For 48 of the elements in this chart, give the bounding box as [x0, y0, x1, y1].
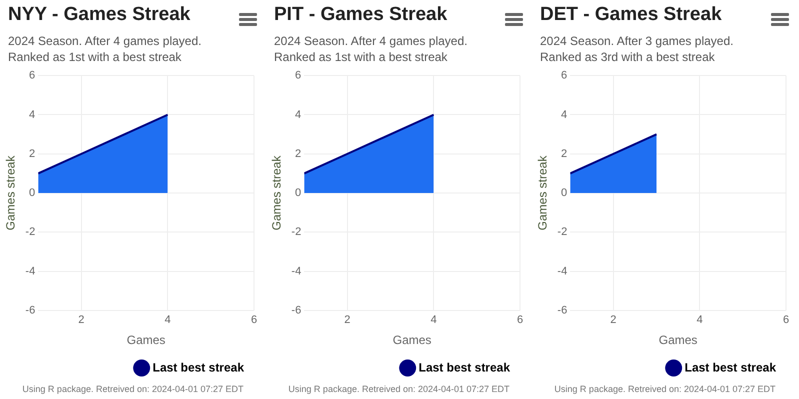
legend-label: Last best streak — [684, 360, 776, 374]
y-tick-label: -4 — [557, 265, 568, 278]
x-tick-label: 6 — [782, 314, 790, 326]
y-tick-label: 0 — [29, 187, 36, 200]
x-axis-title: Games — [126, 333, 166, 348]
x-tick-label: 4 — [164, 314, 171, 326]
y-tick-label: -4 — [291, 265, 302, 278]
x-tick-label: 4 — [430, 314, 437, 326]
text: Using R package. Retreived on: 2024-04-01 07:27 EDT — [553, 384, 777, 394]
x-tick-label: 2 — [78, 314, 84, 326]
y-tick-label: -2 — [291, 226, 302, 238]
y-axis-title: Games streak — [4, 154, 18, 230]
text: Using R package. Retreived on: 2024-04-01 07:27 EDT — [287, 384, 511, 394]
chart-title: PIT - Games Streak — [274, 4, 448, 26]
y-tick-label: 0 — [561, 187, 568, 200]
y-tick-label: 2 — [561, 148, 568, 160]
legend-label: Last best streak — [152, 360, 244, 374]
x-tick-label: 4 — [696, 314, 703, 326]
chart-subtitle: 2024 Season. After 4 games played. Ranked as 1st with a best streak — [8, 33, 202, 65]
chart-subtitle: 2024 Season. After 3 games played. Ranked as 3rd with a best streak — [540, 33, 734, 65]
x-tick-label: 2 — [610, 314, 616, 326]
y-tick-label: 0 — [295, 187, 302, 200]
chart-title: NYY - Games Streak — [8, 4, 190, 26]
y-tick-label: 2 — [295, 148, 302, 160]
chart-subtitle: 2024 Season. After 4 games played. Ranked as 1st with a best streak — [274, 33, 468, 65]
y-tick-label: 4 — [29, 108, 36, 121]
x-tick-label: 6 — [250, 314, 258, 326]
y-tick-label: 6 — [295, 70, 302, 82]
y-axis-title: Games streak — [536, 154, 550, 230]
x-axis-title: Games — [392, 333, 432, 348]
y-tick-label: -2 — [25, 226, 36, 238]
x-tick-label: 2 — [344, 314, 350, 326]
y-tick-label: 6 — [29, 70, 36, 82]
x-axis-title: Games — [658, 333, 698, 348]
x-tick-label: 6 — [516, 314, 524, 326]
y-tick-label: 4 — [561, 108, 568, 121]
y-tick-label: -2 — [557, 226, 568, 238]
y-tick-label: 6 — [561, 70, 568, 82]
y-tick-label: 2 — [29, 148, 36, 160]
legend-label: Last best streak — [418, 360, 510, 374]
y-tick-label: -6 — [557, 304, 568, 316]
text: Using R package. Retreived on: 2024-04-01 07:27 EDT — [21, 384, 245, 394]
y-tick-label: -4 — [25, 265, 36, 278]
y-tick-label: 4 — [295, 108, 302, 121]
y-tick-label: -6 — [291, 304, 302, 316]
chart-title: DET - Games Streak — [540, 4, 722, 26]
y-axis-title: Games streak — [270, 154, 284, 230]
y-tick-label: -6 — [25, 304, 36, 316]
